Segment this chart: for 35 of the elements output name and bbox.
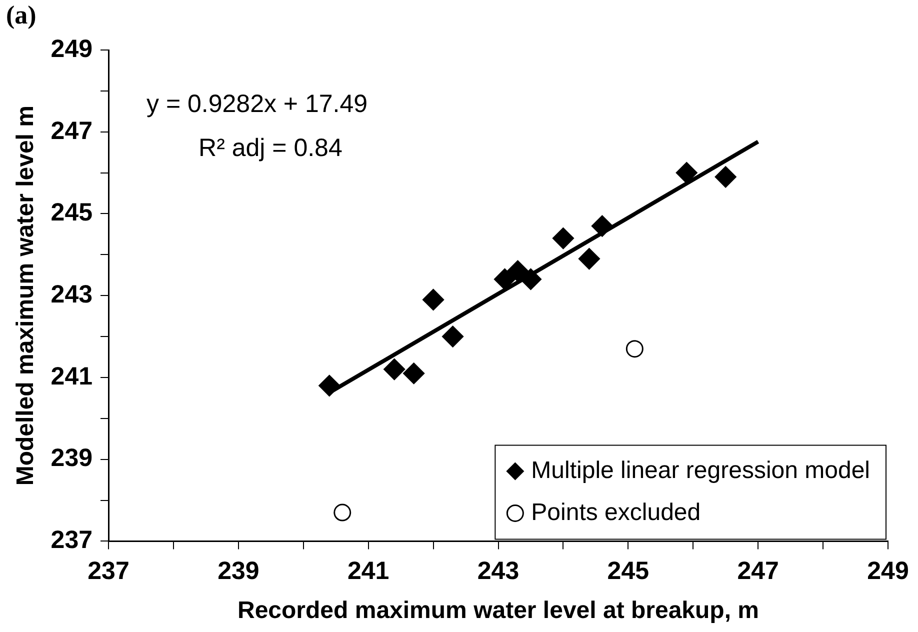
point [318, 374, 340, 396]
x-tick-label: 247 [737, 557, 779, 586]
legend-label: Points excluded [531, 498, 701, 526]
annotation: R² adj = 0.84 [198, 134, 342, 162]
point [591, 215, 613, 237]
point [442, 326, 464, 348]
legend-label: Multiple linear regression model [531, 456, 870, 484]
point [676, 162, 698, 184]
x-axis-title: Recorded maximum water level at breakup, m [237, 597, 760, 624]
annotation: y = 0.9282x + 17.49 [146, 90, 368, 118]
point [714, 166, 736, 188]
y-tick-label: 249 [50, 34, 93, 63]
point [403, 362, 425, 384]
y-axis-title: Modelled maximum water level m [12, 106, 40, 486]
point [626, 340, 644, 358]
point [334, 504, 352, 522]
point [578, 248, 600, 270]
x-tick-label: 245 [607, 557, 650, 586]
point [384, 358, 406, 380]
y-tick-label: 243 [50, 280, 93, 308]
y-tick-label: 237 [50, 526, 93, 554]
x-tick-label: 239 [218, 557, 260, 586]
point [506, 260, 528, 282]
y-tick-label: 247 [50, 116, 93, 145]
point [494, 268, 516, 290]
point [422, 288, 444, 310]
x-tick-label: 241 [347, 557, 390, 586]
x-tick-label: 249 [867, 557, 909, 586]
x-tick-label: 243 [477, 557, 520, 586]
x-tick-label: 237 [88, 557, 130, 586]
text: (a) [6, 0, 36, 30]
point [552, 228, 574, 250]
y-tick-label: 245 [50, 198, 93, 227]
y-tick-label: 241 [50, 362, 93, 390]
y-tick-label: 239 [50, 444, 93, 472]
